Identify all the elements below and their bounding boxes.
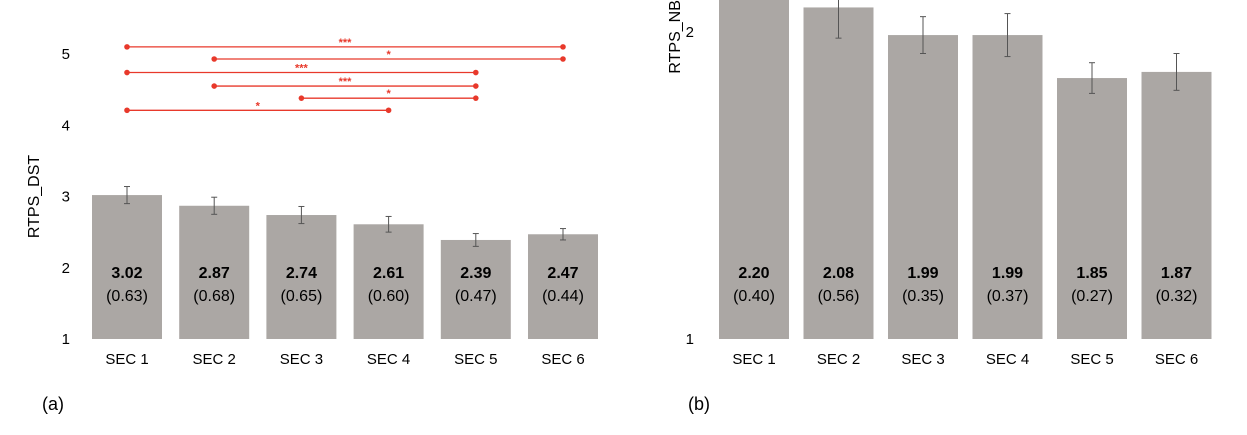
significance-endpoint <box>560 56 566 62</box>
significance-endpoint <box>473 83 479 89</box>
significance-label: * <box>386 49 391 61</box>
bar <box>803 7 874 339</box>
bar <box>719 0 789 339</box>
data-label-value: 2.08 <box>823 265 854 282</box>
panel-label: (b) <box>688 394 710 414</box>
x-tick-label: SEC 4 <box>986 351 1029 368</box>
data-label-value: 3.02 <box>111 265 142 282</box>
y-tick-label: 1 <box>686 331 694 348</box>
significance-label: * <box>386 88 391 100</box>
data-label-value: 2.39 <box>460 265 491 282</box>
data-label-sd: (0.27) <box>1071 288 1113 305</box>
y-tick-label: 5 <box>62 46 70 63</box>
bar <box>266 215 337 339</box>
bar <box>888 35 958 339</box>
bar <box>353 224 424 339</box>
bar <box>440 239 511 339</box>
y-tick-label: 1 <box>62 331 70 348</box>
significance-endpoint <box>560 44 566 50</box>
data-label-sd: (0.44) <box>542 288 584 305</box>
data-label-sd: (0.68) <box>193 288 235 305</box>
panel-label: (a) <box>42 394 64 414</box>
y-tick-label: 3 <box>62 189 70 206</box>
significance-endpoint <box>124 69 130 76</box>
significance-endpoint <box>298 95 305 101</box>
data-label-value: 2.74 <box>286 265 317 282</box>
x-tick-label: SEC 4 <box>367 351 410 368</box>
data-label-sd: (0.47) <box>455 288 497 305</box>
x-tick-label: SEC 6 <box>541 351 584 368</box>
data-label-sd: (0.56) <box>818 288 860 305</box>
data-label-sd: (0.35) <box>902 288 944 305</box>
y-axis-label: RTPS_NBT <box>667 0 684 74</box>
significance-endpoint <box>473 95 479 101</box>
data-label-sd: (0.32) <box>1156 288 1198 305</box>
y-tick-label: 2 <box>686 24 694 41</box>
bar <box>179 205 250 339</box>
data-label-value: 1.87 <box>1161 265 1192 282</box>
x-tick-label: SEC 1 <box>732 351 775 368</box>
bar <box>972 35 1043 339</box>
x-tick-label: SEC 3 <box>280 351 323 368</box>
x-tick-label: SEC 2 <box>817 351 860 368</box>
significance-endpoint <box>124 44 130 50</box>
x-tick-label: SEC 5 <box>1070 351 1113 368</box>
significance-label: * <box>256 100 261 112</box>
data-label-sd: (0.60) <box>368 288 410 305</box>
y-tick-label: 2 <box>62 260 70 277</box>
bar <box>528 234 598 339</box>
bar <box>92 195 162 339</box>
significance-endpoint <box>211 56 217 62</box>
y-tick-label: 4 <box>62 117 70 134</box>
x-tick-label: SEC 5 <box>454 351 497 368</box>
bar <box>1141 71 1212 339</box>
x-tick-label: SEC 2 <box>193 351 236 368</box>
y-axis-label: RTPS_DST <box>26 155 43 239</box>
data-label-value: 2.47 <box>547 265 578 282</box>
x-tick-label: SEC 1 <box>105 351 148 368</box>
chart-panel-1: 1 2 3 4 5 RTPS_DST 3.02 (0.63) SEC 1 2.87 (0.68) SE… <box>26 37 598 414</box>
significance-endpoint <box>211 83 217 89</box>
data-label-value: 2.87 <box>199 265 230 282</box>
significance-label: *** <box>339 37 353 49</box>
significance-endpoint <box>385 107 392 114</box>
significance-endpoint <box>124 107 130 114</box>
data-label-value: 1.99 <box>992 265 1023 282</box>
data-label-sd: (0.37) <box>987 288 1029 305</box>
x-tick-label: SEC 6 <box>1155 351 1198 368</box>
data-label-sd: (0.65) <box>281 288 323 305</box>
significance-label: *** <box>339 76 353 88</box>
data-label-value: 1.85 <box>1076 265 1107 282</box>
significance-endpoint <box>473 69 479 76</box>
data-label-value: 1.99 <box>907 265 938 282</box>
bar <box>1057 78 1127 340</box>
data-label-value: 2.20 <box>738 265 769 282</box>
data-label-value: 2.61 <box>373 265 404 282</box>
data-label-sd: (0.40) <box>733 288 775 305</box>
x-tick-label: SEC 3 <box>901 351 944 368</box>
data-label-sd: (0.63) <box>106 288 148 305</box>
significance-label: *** <box>295 63 309 75</box>
